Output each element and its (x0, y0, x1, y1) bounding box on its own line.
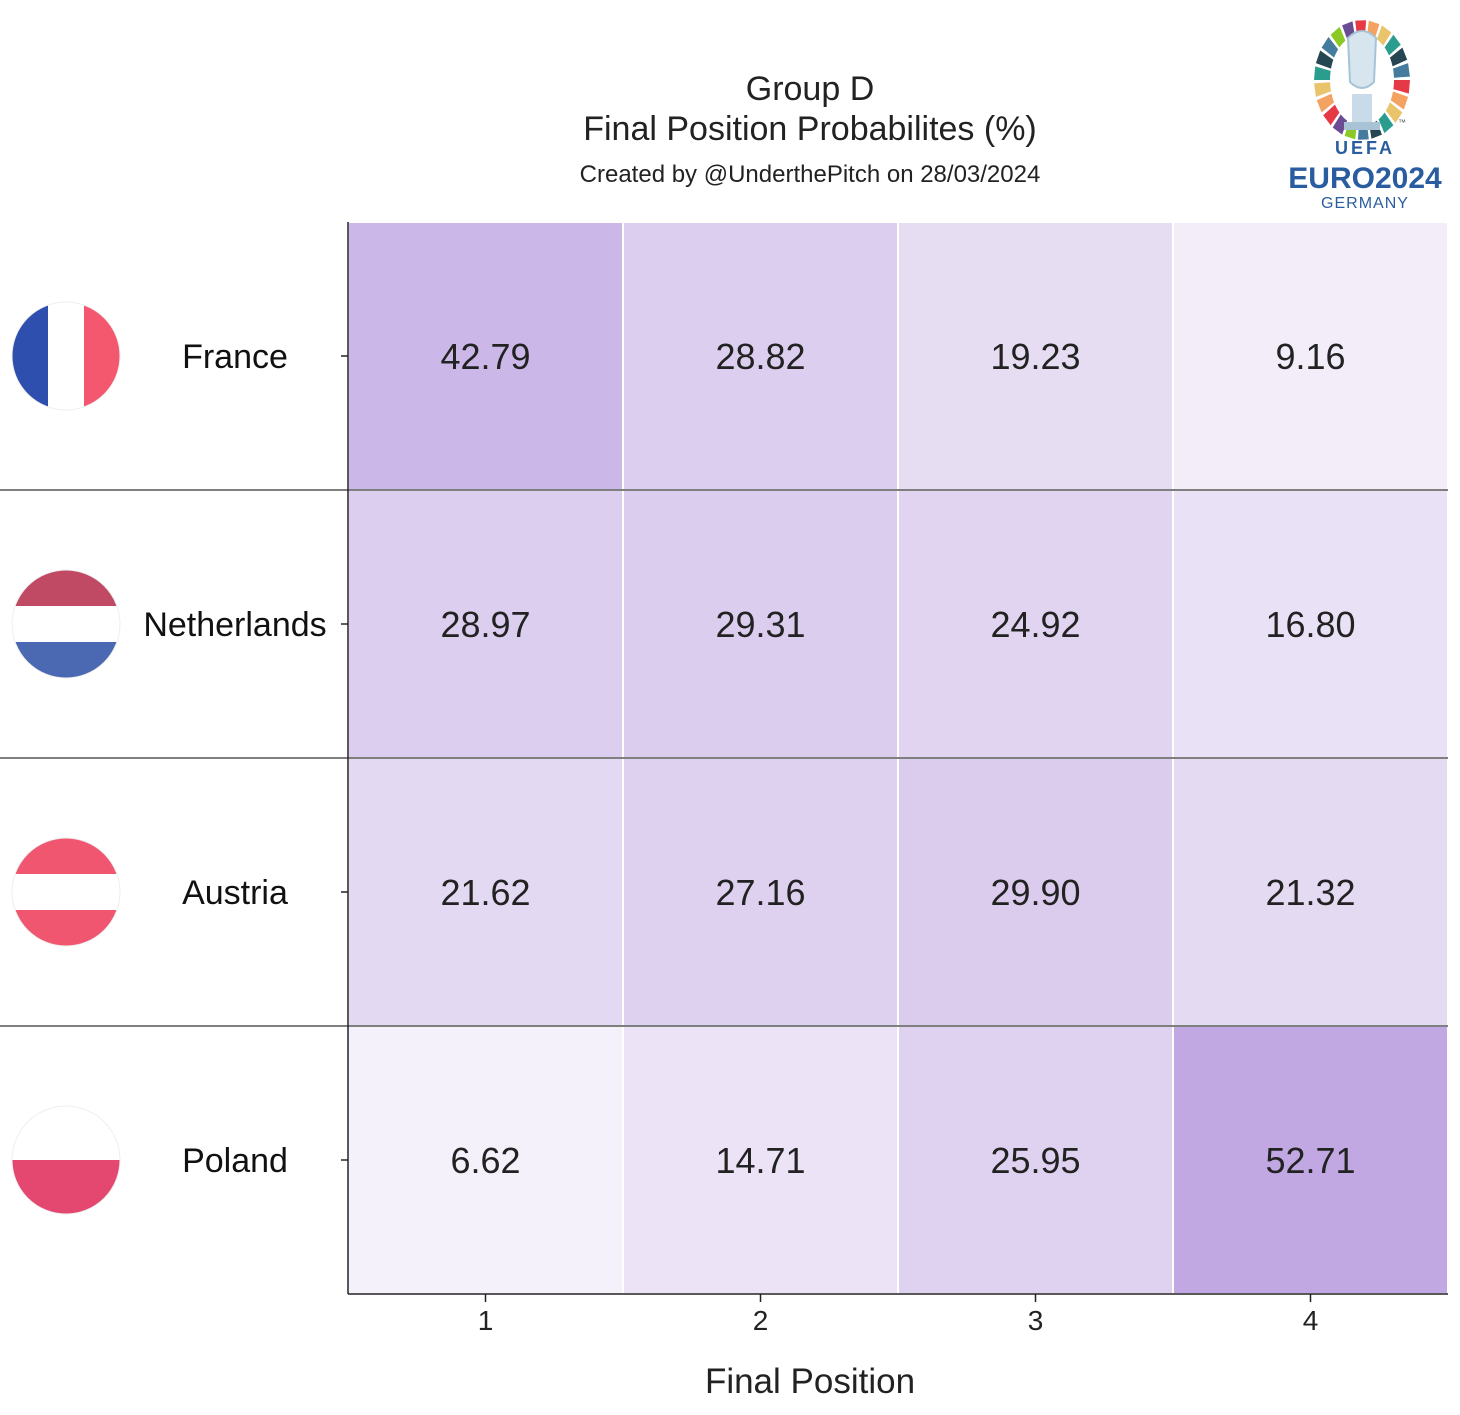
heatmap-cell (624, 223, 897, 489)
heatmap-cell (1174, 491, 1447, 757)
cell-value-label: 29.90 (990, 872, 1080, 913)
cell-value-label: 28.82 (715, 336, 805, 377)
cell-value-label: 21.62 (440, 872, 530, 913)
x-tick-label: 1 (478, 1305, 494, 1336)
cell-value-label: 21.32 (1265, 872, 1355, 913)
flag-outline (11, 1105, 121, 1215)
cell-value-label: 25.95 (990, 1140, 1080, 1181)
cell-value-label: 27.16 (715, 872, 805, 913)
cell-value-label: 9.16 (1275, 336, 1345, 377)
heatmap-cell (1174, 1027, 1447, 1293)
logo-germany: GERMANY (1321, 195, 1409, 212)
heatmap-cell (349, 1027, 622, 1293)
cell-value-label: 52.71 (1265, 1140, 1355, 1181)
chart-credit: Created by @UnderthePitch on 28/03/2024 (579, 161, 1041, 188)
y-tick-label: Austria (182, 874, 288, 912)
flag-outline (11, 569, 121, 679)
x-tick-label: 3 (1028, 1305, 1044, 1336)
cell-value-label: 28.97 (440, 604, 530, 645)
logo-uefa: UEFA (1334, 138, 1395, 158)
heatmap-cell (349, 759, 622, 1025)
trophy-logo-icon: ™ (1314, 20, 1410, 140)
cell-value-label: 24.92 (990, 604, 1080, 645)
x-tick-label: 2 (753, 1305, 769, 1336)
heatmap-cell (349, 223, 622, 489)
y-tick-label: France (182, 338, 288, 376)
heatmap-cell (899, 1027, 1172, 1293)
svg-text:™: ™ (1398, 118, 1406, 127)
y-tick-label: Netherlands (143, 606, 326, 644)
heatmap-cell (624, 491, 897, 757)
euro2024-logo: ™ UEFA EURO2024 GERMANY (1270, 10, 1460, 215)
heatmap-cell (1174, 223, 1447, 489)
cell-value-label: 42.79 (440, 336, 530, 377)
cell-value-label: 6.62 (450, 1140, 520, 1181)
heatmap-cell (899, 491, 1172, 757)
x-axis-label: Final Position (704, 1362, 916, 1401)
heatmap-cell (349, 491, 622, 757)
cell-value-label: 29.31 (715, 604, 805, 645)
heatmap-cell (624, 1027, 897, 1293)
heatmap-cell (899, 223, 1172, 489)
y-tick-label: Poland (182, 1142, 288, 1180)
logo-euro2024: EURO2024 (1288, 162, 1442, 195)
chart-subtitle: Final Position Probabilites (%) (583, 110, 1037, 148)
cell-value-label: 16.80 (1265, 604, 1355, 645)
heatmap-cell (624, 759, 897, 1025)
heatmap-cell (899, 759, 1172, 1025)
flag-outline (11, 301, 121, 411)
cell-value-label: 14.71 (715, 1140, 805, 1181)
chart-title: Group D (745, 70, 875, 108)
heatmap-cell (1174, 759, 1447, 1025)
cell-value-label: 19.23 (990, 336, 1080, 377)
x-tick-label: 4 (1303, 1305, 1319, 1336)
flag-outline (11, 837, 121, 947)
